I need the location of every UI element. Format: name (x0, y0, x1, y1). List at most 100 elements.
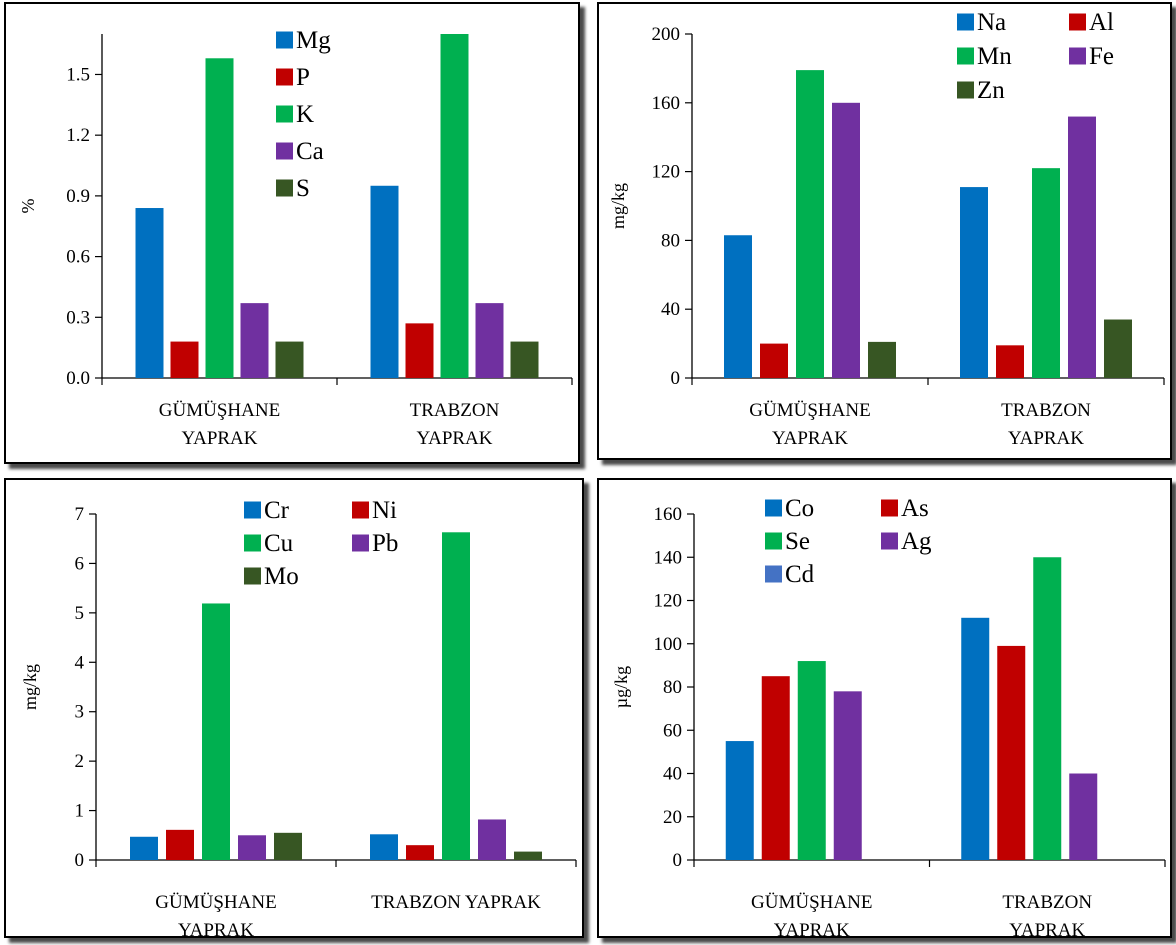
legend-swatch-cd (765, 565, 782, 583)
y-axis-label: mg/kg (608, 183, 628, 229)
legend-label-fe: Fe (1089, 43, 1114, 70)
bar-as (997, 645, 1026, 860)
y-tick-label: 1.2 (66, 125, 90, 146)
y-tick-label: 0 (671, 368, 681, 389)
legend-swatch-mg (276, 31, 293, 49)
legend-swatch-ca (276, 142, 293, 160)
bar-fe (832, 102, 860, 379)
bar-se (797, 661, 826, 860)
legend-label-s: S (296, 175, 310, 202)
legend-label-ni: Ni (372, 497, 397, 524)
y-tick-label: 3 (75, 702, 85, 723)
legend-label-k: K (296, 101, 314, 128)
legend-label-cu: Cu (264, 530, 294, 557)
legend-label-p: P (296, 64, 310, 91)
category-label: TRABZON (1002, 892, 1092, 913)
legend-swatch-na (957, 13, 974, 31)
y-tick-label: 1 (75, 801, 85, 822)
legend-label-ag: Ag (901, 528, 932, 555)
bar-se (1033, 557, 1062, 860)
legend-swatch-cu (244, 534, 261, 552)
legend-swatch-pb (352, 534, 369, 552)
legend-label-cd: Cd (785, 561, 815, 588)
bar-mn (796, 70, 824, 379)
bar-na (724, 235, 752, 378)
bar-na (960, 187, 988, 378)
bar-mn (1032, 168, 1060, 378)
category-label: GÜMÜŞHANE (155, 892, 276, 913)
bar-pb (478, 819, 506, 860)
legend-swatch-s (276, 179, 293, 197)
legend-swatch-al (1069, 13, 1086, 31)
category-label: YAPRAK (774, 920, 850, 941)
chart-panel-trace-mg-kg: 0 1 2 3 4 5 6 7 mg/kg GÜMÜŞHANE YAPRAK TRABZON YAPR… (4, 478, 584, 941)
y-tick-label: 5 (75, 603, 85, 624)
y-tick-label: 0 (673, 850, 683, 871)
bar-s (510, 341, 539, 378)
bar-al (760, 343, 788, 378)
y-tick-label: 0.6 (66, 247, 90, 268)
y-axis-label: mg/kg (20, 664, 40, 710)
category-label: GÜMÜŞHANE (751, 892, 872, 913)
bar-cr (130, 836, 158, 860)
y-tick-label: 120 (654, 591, 683, 612)
legend-label-mn: Mn (977, 43, 1012, 70)
legend-swatch-ag (881, 532, 898, 550)
chart-panel-macro-elements: 0.0 0.3 0.6 0.9 1.2 1.5% GÜMÜŞHANE YAPRAK TRABZO… (4, 2, 580, 464)
bar-zn (1104, 319, 1132, 378)
y-tick-label: 140 (654, 547, 683, 568)
y-tick-label: 0.9 (66, 186, 90, 207)
bar-mo (274, 832, 302, 860)
bar-cr (370, 834, 398, 860)
legend-swatch-mn (957, 47, 974, 65)
y-tick-label: 20 (663, 807, 682, 828)
y-tick-label: 1.5 (66, 64, 90, 85)
bar-fe (1068, 116, 1096, 378)
bar-ca (240, 303, 269, 378)
category-label: YAPRAK (178, 920, 254, 941)
y-tick-label: 160 (652, 93, 681, 114)
legend-swatch-se (765, 532, 782, 550)
bar-zn (868, 341, 896, 378)
bar-al (996, 345, 1024, 378)
category-label: GÜMÜŞHANE (159, 400, 280, 421)
y-tick-label: 200 (652, 24, 681, 45)
bar-ca (475, 303, 504, 378)
legend-label-pb: Pb (372, 530, 398, 557)
chart-panel-mg-kg-elements: 0 40 80 120 160 200 mg/kg GÜMÜŞHANE YAPRAK TRABZO… (597, 2, 1172, 460)
bar-mo (514, 851, 542, 860)
bar-p (405, 323, 434, 378)
legend-label-na: Na (977, 9, 1006, 36)
category-label: YAPRAK (1008, 428, 1084, 449)
bar-chart-svg: 0 40 80 120 160 200 mg/kg GÜMÜŞHANE YAPRAK TRABZO… (608, 9, 1165, 449)
chart-panel-trace-ug-kg: 0 20 40 60 80 100 120 140 160 µg/kg GÜMÜŞHANE YAPRA… (597, 478, 1172, 941)
legend-label-mo: Mo (264, 563, 299, 590)
y-tick-label: 4 (75, 652, 85, 673)
bar-p (170, 341, 199, 378)
category-label: TRABZON (1001, 400, 1091, 421)
category-label: TRABZON YAPRAK (371, 892, 541, 913)
legend-swatch-k (276, 105, 293, 123)
legend-swatch-fe (1069, 47, 1086, 65)
y-tick-label: 120 (652, 162, 681, 183)
y-axis-label: µg/kg (611, 666, 631, 708)
y-tick-label: 40 (663, 764, 682, 785)
legend-swatch-cr (244, 501, 261, 519)
legend-swatch-ni (352, 501, 369, 519)
bar-as (761, 676, 790, 860)
y-tick-label: 6 (75, 553, 85, 574)
legend-label-se: Se (785, 528, 810, 555)
bar-co (725, 741, 754, 860)
y-tick-label: 60 (663, 720, 682, 741)
legend-swatch-co (765, 499, 782, 517)
bar-ni (406, 845, 434, 860)
category-label: YAPRAK (181, 428, 257, 449)
legend-swatch-as (881, 499, 898, 517)
legend-swatch-zn (957, 81, 974, 99)
y-tick-label: 0.0 (66, 368, 90, 389)
category-label: YAPRAK (416, 428, 492, 449)
legend-label-co: Co (785, 495, 814, 522)
bar-cu (202, 603, 230, 860)
bar-ni (166, 829, 194, 860)
bar-cu (442, 532, 470, 860)
